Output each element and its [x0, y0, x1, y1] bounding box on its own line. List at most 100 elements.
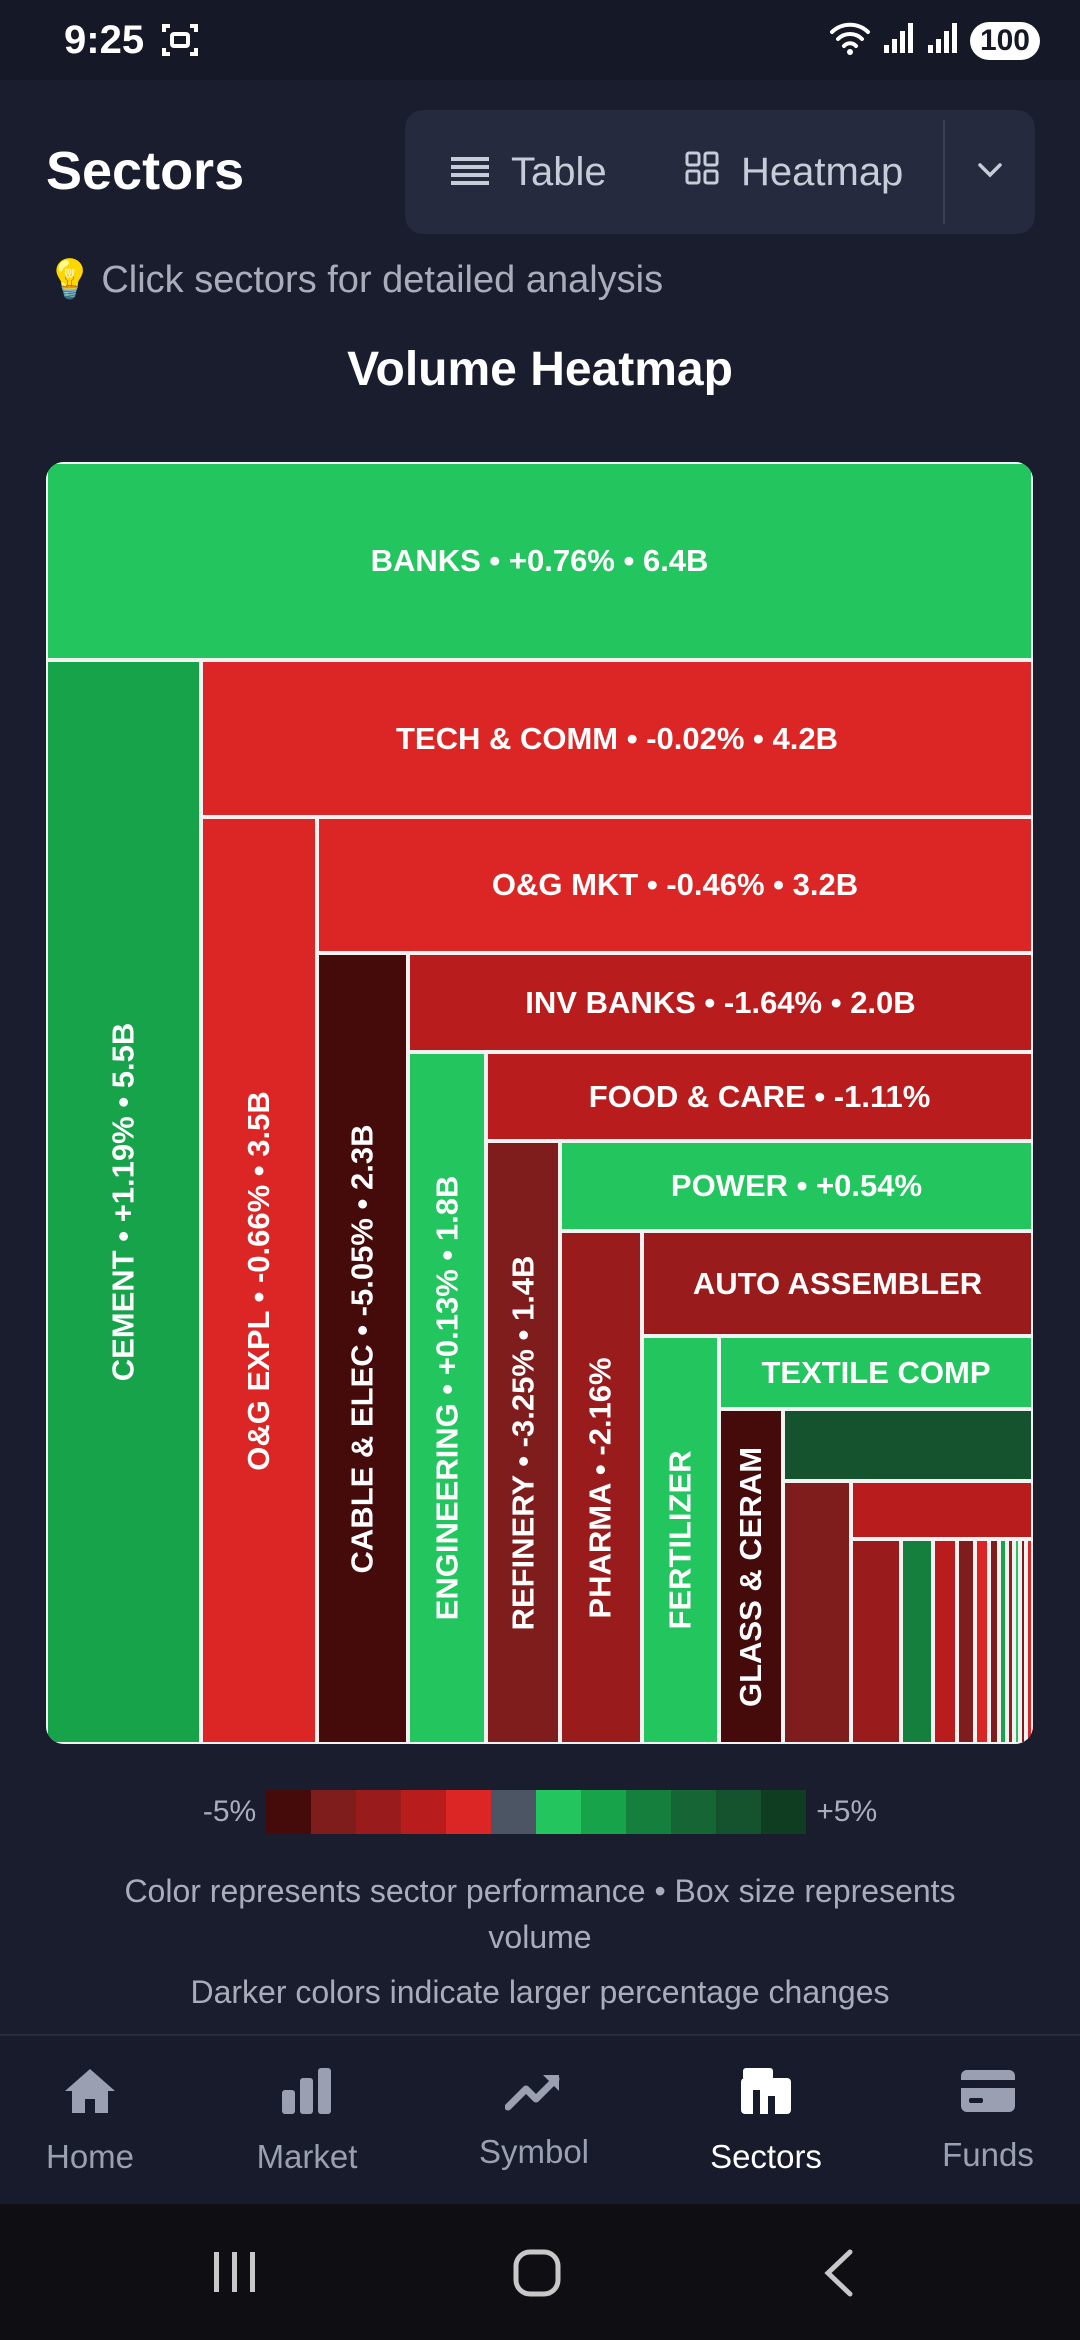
legend-swatch	[536, 1790, 582, 1834]
heatmap-tile-label: REFINERY • -3.25% • 1.4B	[505, 1255, 540, 1630]
heatmap-tile[interactable]: ENGINEERING • +0.13% • 1.8B	[408, 1052, 486, 1744]
table-view-label: Table	[511, 149, 607, 194]
heatmap-tile[interactable]	[901, 1539, 933, 1744]
heatmap-tile-label: INV BANKS • -1.64% • 2.0B	[525, 984, 916, 1020]
heatmap-tile[interactable]: CABLE & ELEC • -5.05% • 2.3B	[317, 953, 408, 1744]
heatmap-tile[interactable]	[957, 1539, 975, 1744]
heatmap-tile[interactable]: REFINERY • -3.25% • 1.4B	[486, 1141, 560, 1744]
nav-item-home[interactable]: Home	[0, 2036, 180, 2206]
signal-icon-2	[926, 21, 960, 60]
recent-apps-icon[interactable]	[212, 2250, 258, 2299]
heatmap-tile[interactable]: FERTILIZER	[642, 1336, 719, 1744]
heatmap-tile-label: BANKS • +0.76% • 6.4B	[370, 543, 709, 578]
sector-heatmap: BANKS • +0.76% • 6.4B CEMENT • +1.19% • 5…	[46, 462, 1033, 1744]
wifi-icon	[828, 20, 872, 61]
signal-icon	[882, 21, 916, 60]
legend-max-label: +5%	[816, 1795, 878, 1828]
nav-item-label: Funds	[942, 2136, 1034, 2173]
heatmap-tile[interactable]	[975, 1539, 989, 1744]
heatmap-title: Volume Heatmap	[347, 343, 733, 396]
page-title: Sectors	[46, 141, 245, 201]
heatmap-tile[interactable]: POWER • +0.54%	[560, 1141, 1033, 1231]
heatmap-view-label: Heatmap	[741, 149, 904, 194]
heatmap-tile[interactable]: O&G EXPL • -0.66% • 3.5B	[201, 817, 317, 1744]
lightbulb-icon: 💡	[46, 259, 94, 301]
legend-min-label: -5%	[202, 1795, 257, 1828]
heatmap-tile[interactable]	[851, 1539, 901, 1744]
heatmap-tile[interactable]	[933, 1539, 957, 1744]
heatmap-tile[interactable]	[851, 1481, 1033, 1539]
heatmap-tile-label: GLASS & CERAM	[733, 1446, 769, 1707]
legend-caption-secondary: Darker colors indicate larger percentage…	[190, 1974, 890, 2010]
grid-icon	[685, 150, 719, 195]
legend-swatch	[626, 1790, 672, 1834]
nav-item-label: Market	[256, 2138, 358, 2175]
bar-chart-icon	[280, 2066, 334, 2124]
heatmap-tile-label: TECH & COMM • -0.02% • 4.2B	[395, 720, 838, 756]
heatmap-tile[interactable]: O&G MKT • -0.46% • 3.2B	[317, 817, 1033, 953]
legend-swatch	[671, 1790, 717, 1834]
heatmap-tile-label: POWER • +0.54%	[670, 1168, 923, 1203]
legend-swatch	[446, 1790, 492, 1834]
heatmap-tile[interactable]: BANKS • +0.76% • 6.4B	[46, 462, 1033, 660]
nav-item-sectors[interactable]: Sectors	[676, 2036, 856, 2206]
heatmap-tile[interactable]	[783, 1481, 851, 1744]
heatmap-tile[interactable]: CEMENT • +1.19% • 5.5B	[46, 660, 201, 1744]
heatmap-tile[interactable]	[989, 1539, 999, 1744]
back-icon[interactable]	[822, 2248, 856, 2303]
nav-item-market[interactable]: Market	[217, 2036, 397, 2206]
view-toggle: Table Heatmap	[405, 110, 1035, 234]
status-indicators: 100	[828, 20, 1040, 61]
chevron-down-icon	[977, 162, 1003, 183]
legend-swatch	[581, 1790, 627, 1834]
legend-swatch	[401, 1790, 447, 1834]
legend-swatch	[716, 1790, 762, 1834]
heatmap-tile[interactable]: TEXTILE COMP	[719, 1336, 1033, 1409]
legend-swatch	[266, 1790, 312, 1834]
heatmap-tile-label: O&G EXPL • -0.66% • 3.5B	[241, 1090, 276, 1471]
heatmap-tile-label: TEXTILE COMP	[761, 1354, 991, 1390]
heatmap-tile[interactable]	[1020, 1539, 1026, 1744]
heatmap-tile[interactable]: TECH & COMM • -0.02% • 4.2B	[201, 660, 1033, 817]
status-bar: 9:25 100	[0, 0, 1080, 80]
heatmap-tile[interactable]	[1007, 1539, 1014, 1744]
legend-color-scale	[266, 1790, 807, 1834]
heatmap-tile-label: PHARMA • -2.16%	[583, 1356, 619, 1619]
legend-caption: Color represents sector performance • Bo…	[124, 1873, 956, 1955]
nav-item-label: Home	[45, 2138, 135, 2175]
heatmap-tile-label: CABLE & ELEC • -5.05% • 2.3B	[344, 1124, 380, 1573]
color-legend: -5% +5%	[0, 1790, 1080, 1834]
heatmap-tile[interactable]: AUTO ASSEMBLER	[642, 1231, 1033, 1336]
heatmap-tile[interactable]	[1014, 1539, 1020, 1744]
battery-indicator: 100	[969, 21, 1040, 60]
legend-swatch	[311, 1790, 357, 1834]
heatmap-view-button[interactable]: Heatmap	[685, 110, 903, 234]
legend-swatch	[761, 1790, 807, 1834]
home-icon	[62, 2066, 118, 2124]
view-dropdown-button[interactable]	[945, 110, 1035, 234]
trend-up-icon	[504, 2071, 563, 2119]
heatmap-tile[interactable]: PHARMA • -2.16%	[560, 1231, 642, 1744]
legend-swatch	[491, 1790, 537, 1834]
home-button-icon[interactable]	[512, 2248, 562, 2303]
list-icon	[451, 150, 489, 195]
sectors-icon	[739, 2066, 793, 2124]
nav-item-symbol[interactable]: Symbol	[444, 2036, 624, 2206]
heatmap-tile[interactable]: GLASS & CERAM	[719, 1409, 783, 1744]
heatmap-tile[interactable]: INV BANKS • -1.64% • 2.0B	[408, 953, 1033, 1052]
system-nav-bar	[0, 2204, 1080, 2340]
heatmap-tile[interactable]	[783, 1409, 1033, 1481]
heatmap-tile-label: O&G MKT • -0.46% • 3.2B	[491, 867, 859, 902]
wallet-icon	[959, 2068, 1017, 2122]
legend-swatch	[356, 1790, 402, 1834]
nav-item-funds[interactable]: Funds	[898, 2036, 1078, 2206]
nav-item-label: Sectors	[710, 2138, 822, 2175]
heatmap-tile[interactable]	[1026, 1539, 1033, 1744]
hint-text: 💡 Click sectors for detailed analysis	[46, 258, 663, 302]
heatmap-tile[interactable]: FOOD & CARE • -1.11%	[486, 1052, 1033, 1141]
heatmap-tile[interactable]	[999, 1539, 1007, 1744]
toggle-divider	[943, 120, 945, 224]
table-view-button[interactable]: Table	[451, 110, 607, 234]
heatmap-tile-label: ENGINEERING • +0.13% • 1.8B	[429, 1175, 465, 1621]
nav-item-label: Symbol	[478, 2133, 590, 2170]
